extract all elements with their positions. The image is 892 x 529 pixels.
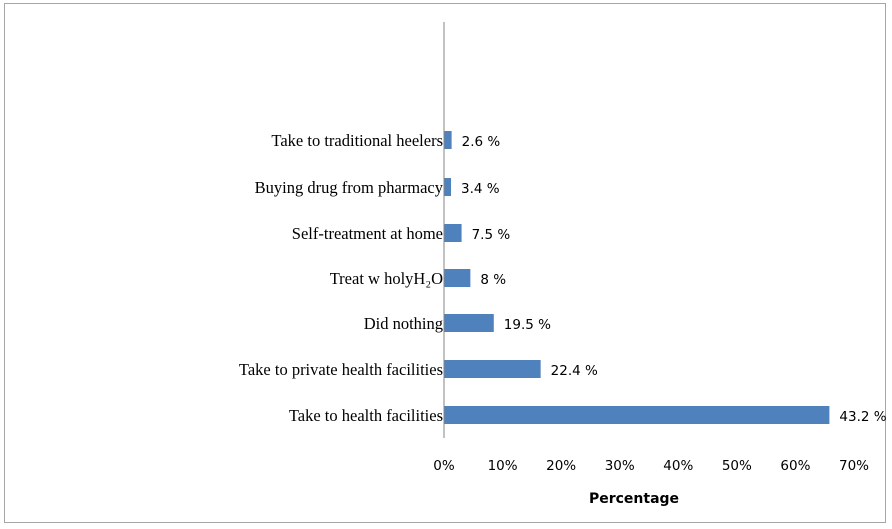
bar-6 <box>444 406 830 424</box>
x-tick-label-5: 50% <box>722 458 752 474</box>
data-label-4: 19.5 % <box>504 317 551 333</box>
x-tick-label-2: 20% <box>546 458 576 474</box>
data-labels-group: 2.6 % 3.4 % 7.5 % 8 % 19.5 % 22.4 % 43.2 % <box>461 134 887 425</box>
chart-frame <box>4 3 886 523</box>
data-label-0: 2.6 % <box>462 134 501 150</box>
category-label-5: Take to private health facilities <box>239 360 443 379</box>
x-tick-label-1: 10% <box>488 458 518 474</box>
x-tick-label-4: 40% <box>663 458 693 474</box>
bar-4 <box>444 314 494 332</box>
data-label-6: 43.2 % <box>839 409 886 425</box>
x-tick-label-7: 70% <box>839 458 869 474</box>
category-labels-group: Take to traditional heelers Buying drug f… <box>239 131 444 425</box>
bar-2 <box>444 224 462 242</box>
x-tick-label-6: 60% <box>780 458 810 474</box>
data-label-5: 22.4 % <box>551 363 598 379</box>
category-label-4: Did nothing <box>364 314 443 333</box>
category-label-6: Take to health facilities <box>289 406 443 425</box>
data-label-3: 8 % <box>480 272 506 288</box>
bars-group <box>444 131 830 424</box>
category-label-3: Treat w holyH₂O <box>330 269 443 288</box>
category-label-0: Take to traditional heelers <box>271 131 443 150</box>
tick-labels-group: 0% 10% 20% 30% 40% 50% 60% 70% <box>433 458 869 474</box>
x-tick-label-3: 30% <box>605 458 635 474</box>
bar-5 <box>444 360 541 378</box>
bar-1 <box>444 178 452 196</box>
category-label-2: Self-treatment at home <box>292 224 443 243</box>
bar-0 <box>444 131 452 149</box>
data-label-2: 7.5 % <box>472 227 511 243</box>
bar-3 <box>444 269 471 287</box>
category-label-1: Buying drug from pharmacy <box>255 178 444 197</box>
x-tick-label-0: 0% <box>433 458 455 474</box>
data-label-1: 3.4 % <box>461 181 500 197</box>
x-axis-title: Percentage <box>589 491 679 507</box>
